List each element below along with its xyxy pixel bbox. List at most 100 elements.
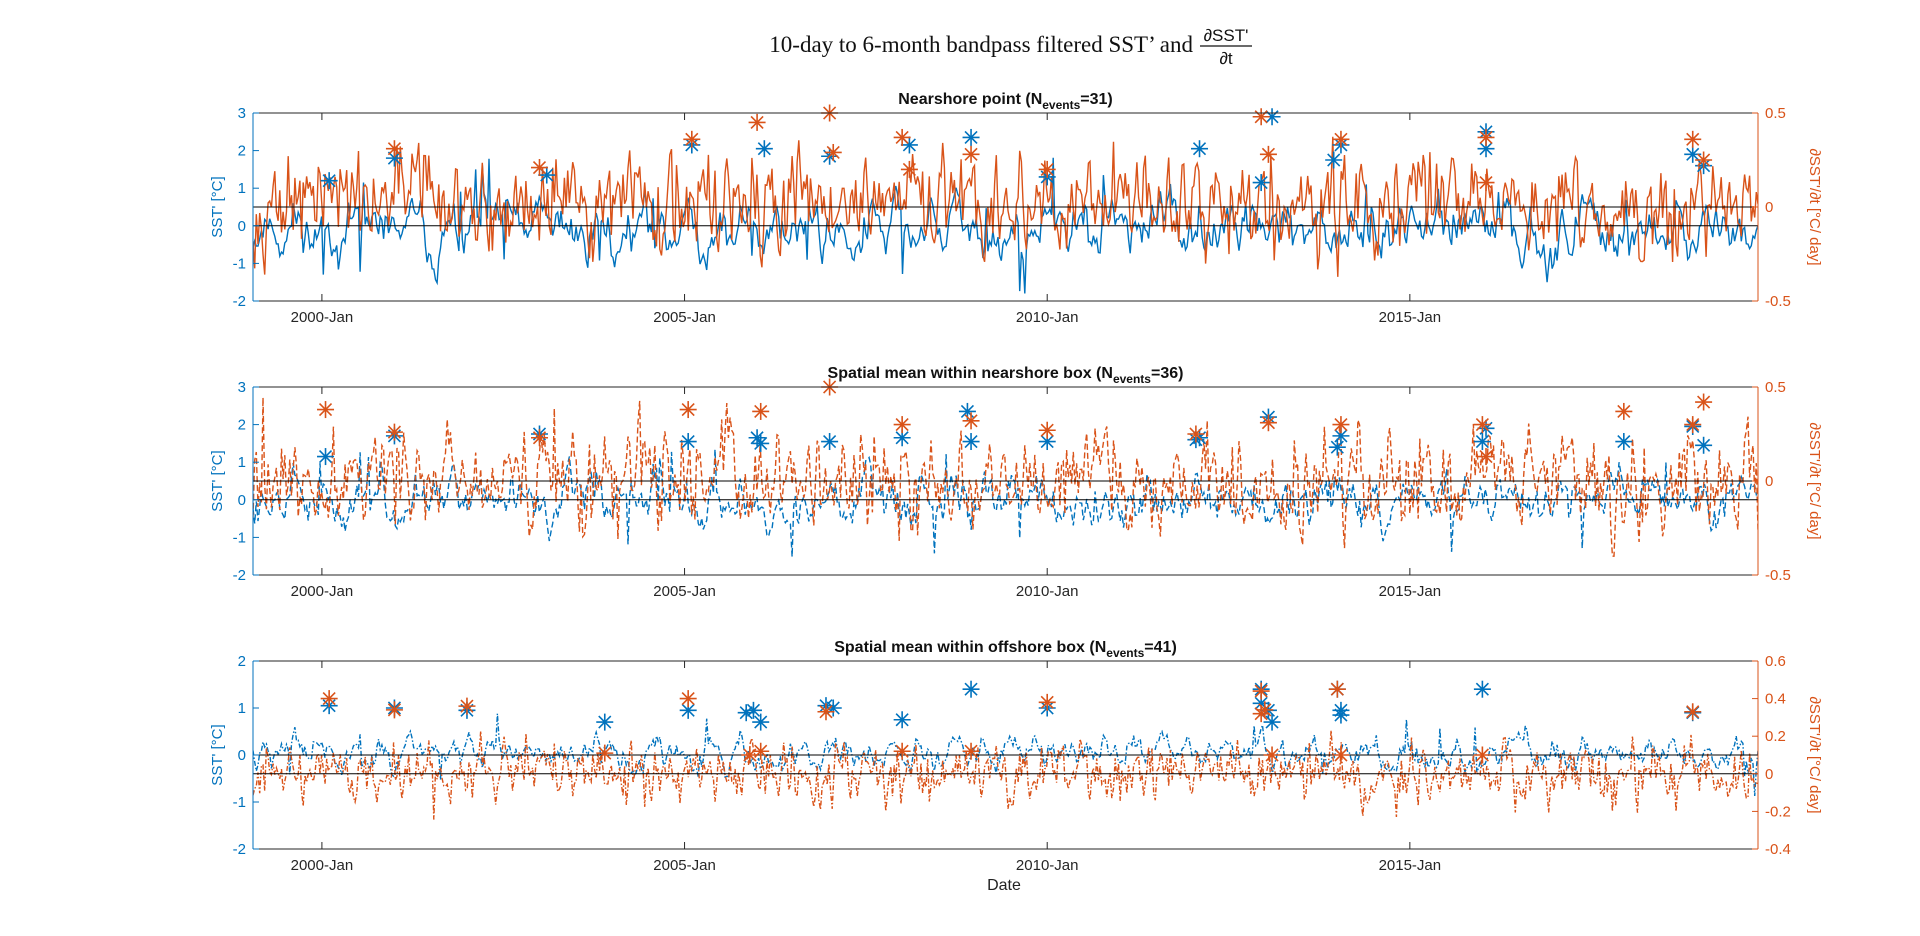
right-tick-label: 0 xyxy=(1765,473,1773,490)
right-tick-label: -0.5 xyxy=(1765,567,1791,584)
right-tick-label: 0 xyxy=(1765,199,1773,216)
dsst-event-marker xyxy=(320,690,338,708)
panel-1: Nearshore point (Nevents=31) 3 2 1 0 -1 -2 0.5 0… xyxy=(209,91,1823,326)
right-tick-label: -0.2 xyxy=(1765,803,1791,820)
dsst-event-marker xyxy=(893,742,911,760)
x-tick-label: 2015-Jan xyxy=(1379,309,1442,326)
left-tick-label: 1 xyxy=(238,700,246,717)
dsst-event-marker xyxy=(962,412,980,430)
sst-event-marker xyxy=(596,713,614,731)
series-sst-line xyxy=(253,157,1758,294)
left-tick-label: -2 xyxy=(233,293,246,310)
right-tick-label: 0.5 xyxy=(1765,105,1786,122)
suptitle-text: 10-day to 6-month bandpass filtered SST’… xyxy=(769,32,1193,57)
left-tick-label: -2 xyxy=(233,567,246,584)
suptitle-frac-denominator: ∂t xyxy=(1219,49,1232,68)
panel-2: Spatial mean within nearshore box (Neven… xyxy=(209,365,1823,600)
panel-title: Spatial mean within nearshore box (Neven… xyxy=(828,365,1184,386)
dsst-event-marker xyxy=(817,703,835,721)
dsst-event-marker xyxy=(1477,174,1495,192)
dsst-event-marker xyxy=(1695,393,1713,411)
right-axis-label: ∂SST'/∂t [°C/ day] xyxy=(1806,422,1823,539)
sst-event-marker xyxy=(679,433,697,451)
x-tick-label: 2010-Jan xyxy=(1016,857,1079,874)
x-tick-label: 2000-Jan xyxy=(291,583,354,600)
sst-event-marker xyxy=(317,448,335,466)
suptitle-frac-numerator: ∂SST' xyxy=(1204,26,1249,45)
sst-event-marker xyxy=(962,680,980,698)
dsst-event-marker xyxy=(530,159,548,177)
dsst-event-marker xyxy=(679,401,697,419)
sst-event-marker xyxy=(962,128,980,146)
right-axis-label: ∂SST'/∂t [°C/ day] xyxy=(1806,148,1823,265)
dsst-event-marker xyxy=(962,742,980,760)
right-axis-label: ∂SST'/∂t [°C/ day] xyxy=(1806,696,1823,813)
sst-event-marker xyxy=(752,713,770,731)
panel-title-main: Spatial mean within offshore box (N xyxy=(834,639,1106,656)
panel-title-subscript: events xyxy=(1042,98,1080,112)
dsst-event-marker xyxy=(1695,151,1713,169)
dsst-event-marker xyxy=(1477,128,1495,146)
panel-title-main: Spatial mean within nearshore box (N xyxy=(828,365,1113,382)
dsst-event-marker xyxy=(385,140,403,158)
dsst-event-marker xyxy=(1259,145,1277,163)
dsst-event-marker xyxy=(1328,680,1346,698)
panel-title-main: Nearshore point (N xyxy=(898,91,1042,108)
left-tick-label: -1 xyxy=(233,529,246,546)
left-tick-label: 3 xyxy=(238,105,246,122)
panel-title: Nearshore point (Nevents=31) xyxy=(898,91,1113,112)
x-tick-label: 2010-Jan xyxy=(1016,309,1079,326)
dsst-event-marker xyxy=(824,143,842,161)
dsst-event-marker xyxy=(1038,421,1056,439)
panel-title-tail: =36) xyxy=(1151,365,1183,382)
sst-event-marker xyxy=(821,433,839,451)
right-tick-label: -0.5 xyxy=(1765,293,1791,310)
x-tick-label: 2015-Jan xyxy=(1379,583,1442,600)
dsst-event-marker xyxy=(1187,425,1205,443)
sst-event-marker xyxy=(1477,140,1495,158)
left-axis-label: SST' [°C] xyxy=(209,176,226,237)
left-tick-label: 0 xyxy=(238,492,246,509)
dsst-event-marker xyxy=(1473,746,1491,764)
panel-title-subscript: events xyxy=(1113,372,1151,386)
dsst-event-marker xyxy=(752,742,770,760)
dsst-event-marker xyxy=(679,690,697,708)
right-tick-label: 0.4 xyxy=(1765,691,1786,708)
dsst-event-marker xyxy=(1684,703,1702,721)
panel-title-tail: =31) xyxy=(1080,91,1112,108)
left-tick-label: 2 xyxy=(238,653,246,670)
series-dsst-line xyxy=(253,136,1758,277)
dsst-event-marker xyxy=(962,145,980,163)
dsst-event-marker xyxy=(385,701,403,719)
x-tick-label: 2005-Jan xyxy=(653,583,716,600)
dsst-event-marker xyxy=(1038,693,1056,711)
dsst-event-marker xyxy=(893,416,911,434)
dsst-event-marker xyxy=(741,746,759,764)
panel-title-subscript: events xyxy=(1106,646,1144,660)
panel-3: Spatial mean within offshore box (Nevent… xyxy=(209,639,1823,874)
dsst-event-marker xyxy=(458,697,476,715)
left-tick-label: -2 xyxy=(233,841,246,858)
series-sst-line xyxy=(253,449,1758,557)
sst-event-marker xyxy=(320,172,338,190)
dsst-event-marker xyxy=(317,401,335,419)
dsst-event-marker xyxy=(1332,746,1350,764)
sst-event-marker xyxy=(1328,438,1346,456)
x-tick-label: 2005-Jan xyxy=(653,857,716,874)
dsst-event-marker xyxy=(1256,701,1274,719)
dsst-event-marker xyxy=(1477,448,1495,466)
sst-event-marker xyxy=(752,434,770,452)
sst-event-marker xyxy=(755,140,773,158)
left-tick-label: 3 xyxy=(238,379,246,396)
sst-event-marker xyxy=(1695,436,1713,454)
x-tick-label: 2000-Jan xyxy=(291,309,354,326)
dsst-event-marker xyxy=(1038,160,1056,178)
x-tick-label: 2005-Jan xyxy=(653,309,716,326)
dsst-event-marker xyxy=(596,744,614,762)
dsst-event-marker xyxy=(752,402,770,420)
dsst-event-marker xyxy=(1684,130,1702,148)
left-axis-label: SST' [°C] xyxy=(209,450,226,511)
sst-event-marker xyxy=(1473,433,1491,451)
left-tick-label: 0 xyxy=(238,747,246,764)
